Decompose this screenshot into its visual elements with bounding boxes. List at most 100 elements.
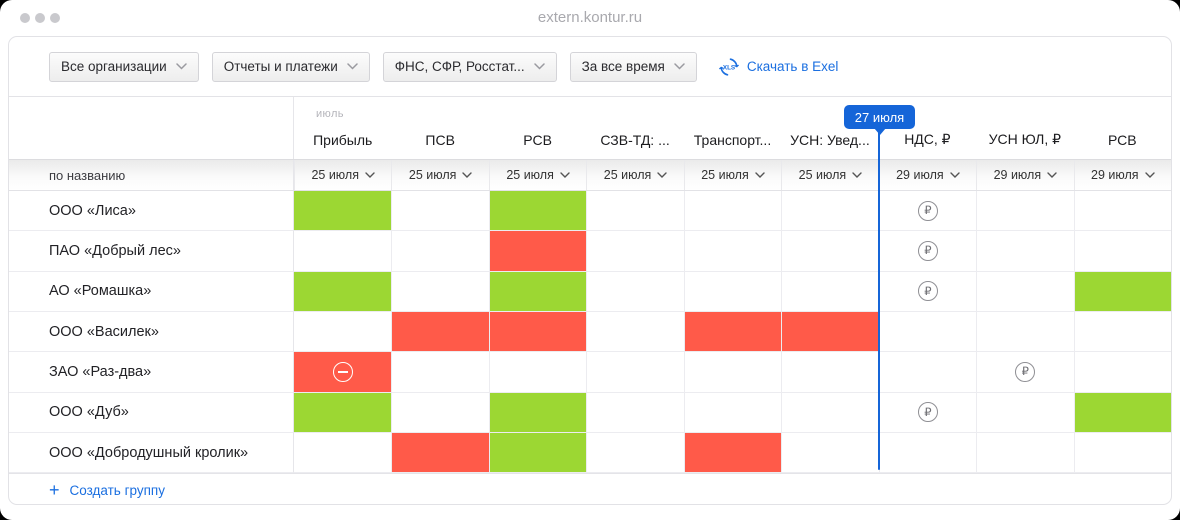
column-date-dropdown[interactable]: 25 июля — [391, 160, 488, 190]
status-cell-payment[interactable]: ₽ — [976, 352, 1074, 393]
column-date-dropdown[interactable]: 25 июля — [488, 160, 586, 190]
status-cell-empty — [586, 231, 684, 272]
filter-label: ФНС, СФР, Росстат... — [394, 59, 525, 74]
chevron-down-icon — [755, 172, 765, 178]
status-cell-done[interactable] — [1073, 392, 1171, 433]
status-cell-empty — [878, 432, 977, 474]
status-cell-overdue[interactable] — [391, 311, 489, 353]
ruble-circle-icon: ₽ — [917, 281, 938, 302]
header-corner — [9, 97, 294, 159]
chevron-down-icon — [560, 172, 570, 178]
status-cell-payment[interactable]: ₽ — [878, 191, 977, 232]
status-cell-overdue[interactable] — [488, 231, 587, 272]
filter-agencies[interactable]: ФНС, СФР, Росстат... — [382, 51, 557, 82]
filter-organizations[interactable]: Все организации — [49, 51, 199, 82]
status-cell-empty — [586, 271, 684, 312]
status-cell-empty — [976, 191, 1074, 232]
chevron-down-icon — [674, 63, 685, 70]
column-date-dropdown[interactable]: 25 июля — [586, 160, 683, 190]
status-cell-overdue[interactable] — [683, 432, 782, 474]
status-cell-empty — [391, 352, 489, 393]
chevron-down-icon — [1144, 172, 1155, 178]
column-titles-row: июль Прибыль ПСВ РСВ СЗВ-ТД: ... Транспорт..… — [9, 97, 1171, 159]
status-cell-empty — [391, 392, 489, 433]
organization-name[interactable]: ООО «Василек» — [9, 311, 294, 353]
create-group-label: Создать группу — [69, 483, 165, 499]
status-cell-overdue[interactable] — [391, 432, 489, 474]
export-xls-link[interactable]: XLS Скачать в Exel — [718, 57, 839, 77]
column-date-dropdown[interactable]: 25 июля — [781, 160, 878, 190]
column-title: УСН: Увед... — [790, 132, 870, 148]
filter-bar: Все организации Отчеты и платежи ФНС, СФ… — [9, 37, 1171, 97]
date-label: 25 июля — [701, 168, 749, 182]
chevron-down-icon — [175, 63, 187, 70]
status-cell-payment[interactable]: ₽ — [878, 231, 977, 272]
status-cell-empty — [586, 392, 684, 433]
status-cell-empty — [488, 352, 587, 393]
status-cell-empty — [391, 231, 489, 272]
status-cell-payment[interactable]: ₽ — [878, 271, 977, 312]
content-card: Все организации Отчеты и платежи ФНС, СФ… — [8, 36, 1172, 505]
status-cell-empty — [781, 352, 879, 393]
status-cell-empty — [878, 352, 977, 393]
table-row: АО «Ромашка» ₽ — [9, 271, 1171, 312]
status-cell-done[interactable] — [488, 271, 587, 312]
table-row: ЗАО «Раз-два» ₽ — [9, 352, 1171, 393]
chevron-down-icon — [365, 172, 375, 178]
status-cell-done[interactable] — [488, 191, 587, 232]
status-cell-empty — [1073, 352, 1171, 393]
status-cell-empty — [976, 311, 1074, 353]
column-title: НДС, ₽ — [904, 131, 951, 147]
status-cell-overdue[interactable] — [781, 311, 879, 353]
organization-name[interactable]: ЗАО «Раз-два» — [9, 352, 294, 393]
chevron-down-icon — [852, 172, 862, 178]
column-date-dropdown[interactable]: 29 июля — [878, 160, 976, 190]
minus-circle-icon — [332, 361, 353, 382]
filter-doc-types[interactable]: Отчеты и платежи — [211, 51, 370, 82]
status-cell-overdue[interactable] — [683, 311, 782, 353]
organization-name[interactable]: ООО «Лиса» — [9, 191, 294, 232]
status-cell-done[interactable] — [1073, 271, 1171, 312]
organization-name[interactable]: ООО «Дуб» — [9, 392, 294, 433]
column-date-dropdown[interactable]: 25 июля — [683, 160, 781, 190]
sort-by-name[interactable]: по названию — [9, 160, 294, 190]
column-date-dropdown[interactable]: 25 июля — [294, 160, 391, 190]
status-cell-empty — [586, 352, 684, 393]
deadline-marker-badge: 27 июля — [844, 105, 915, 135]
column-date-dropdown[interactable]: 29 июля — [1073, 160, 1171, 190]
date-label: 25 июля — [311, 168, 359, 182]
export-label: Скачать в Exel — [746, 59, 839, 74]
filter-label: Все организации — [61, 59, 167, 74]
date-label: 25 июля — [408, 168, 457, 182]
status-cell-done[interactable] — [488, 432, 587, 474]
column-date-dropdown[interactable]: 29 июля — [976, 160, 1073, 190]
status-cell-empty — [294, 231, 392, 272]
marker-pointer — [873, 128, 886, 135]
organization-name[interactable]: ПАО «Добрый лес» — [9, 231, 294, 272]
organization-name[interactable]: ООО «Добродушный кролик» — [9, 432, 294, 474]
status-cell-empty — [976, 432, 1074, 474]
status-cell-done[interactable] — [294, 271, 392, 312]
create-group-button[interactable]: + Создать группу — [49, 481, 165, 499]
status-cell-empty — [781, 432, 879, 474]
filter-period[interactable]: За все время — [569, 51, 697, 82]
status-cell-payment[interactable]: ₽ — [878, 392, 977, 433]
status-cell-empty — [1073, 231, 1171, 272]
organization-name[interactable]: АО «Ромашка» — [9, 271, 294, 312]
deadline-marker-line — [878, 127, 881, 470]
status-cell-overdue[interactable] — [488, 311, 587, 353]
svg-text:XLS: XLS — [723, 64, 735, 71]
status-cell-empty — [586, 432, 684, 474]
date-label: 25 июля — [603, 168, 652, 182]
status-cell-done[interactable] — [294, 392, 392, 433]
status-cell-not-required[interactable] — [294, 352, 392, 393]
status-cell-empty — [976, 231, 1074, 272]
deadline-marker-label: 27 июля — [854, 109, 905, 125]
column-title: УСН ЮЛ, ₽ — [988, 131, 1062, 147]
status-cell-empty — [683, 352, 782, 393]
status-cell-done[interactable] — [294, 191, 392, 232]
status-cell-done[interactable] — [488, 392, 587, 433]
ruble-circle-icon: ₽ — [917, 240, 938, 261]
column-title: Прибыль — [313, 132, 373, 148]
